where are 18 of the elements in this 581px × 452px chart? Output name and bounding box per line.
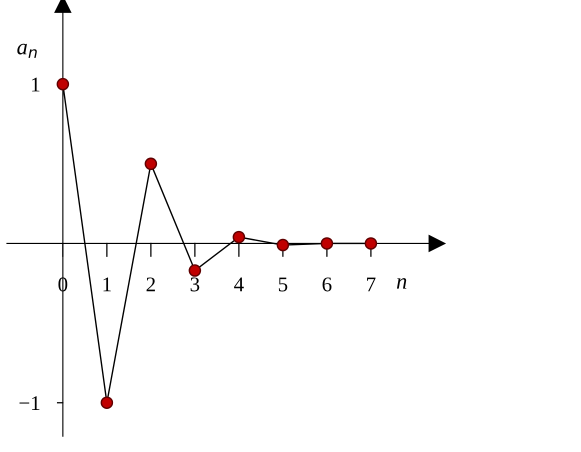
point — [56, 78, 70, 90]
y-tick-label: −1 — [20, 396, 40, 410]
point — [100, 396, 114, 409]
x-tick-label: 3 — [190, 277, 200, 292]
x-tick-label: 4 — [234, 278, 244, 292]
point — [232, 230, 246, 244]
y-axis-title: a$_{n}$ — [17, 44, 37, 58]
point — [276, 238, 290, 252]
x-tick-label: 6 — [322, 277, 332, 292]
x-tick-label: 1 — [103, 277, 111, 292]
point — [364, 237, 378, 250]
x-tick-label: 2 — [146, 277, 155, 292]
x-tick-label: 7 — [367, 278, 376, 292]
point — [188, 264, 202, 277]
point — [144, 158, 158, 170]
x-axis-title: n — [396, 278, 406, 289]
x-tick-label: 5 — [278, 278, 288, 292]
point — [320, 237, 334, 250]
